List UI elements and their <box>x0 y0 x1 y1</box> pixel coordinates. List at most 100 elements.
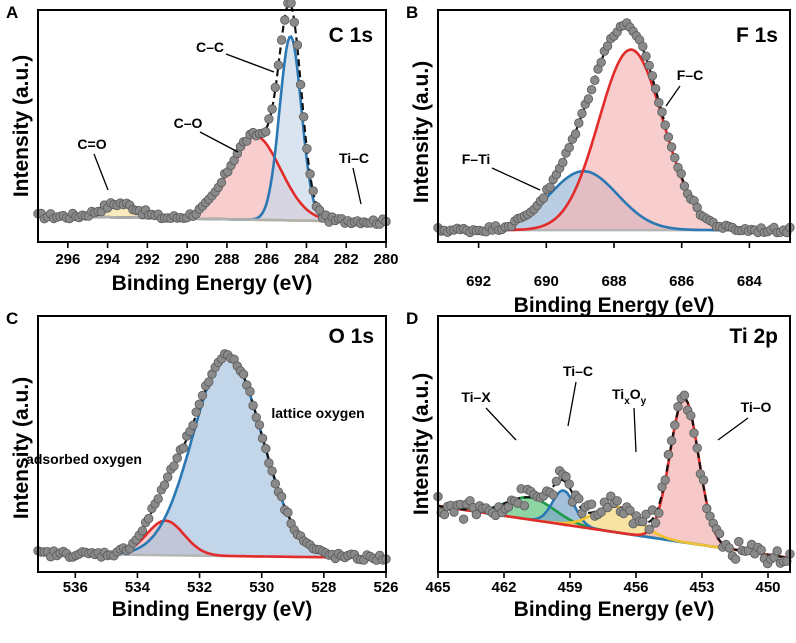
panel-c-y-axis-title: Intensity (a.u.) <box>10 377 33 519</box>
panel-d: D 465 462 459 456 453 450 Ti 2p Binding Energ… <box>406 309 795 621</box>
data-point-b <box>590 75 600 86</box>
annotation-f-c: F–C <box>677 67 703 83</box>
panel-a-x-ticks: 296 294 292 290 288 286 284 282 280 <box>55 242 399 268</box>
panel-c-x-ticks: 536 534 532 530 528 526 <box>63 572 399 596</box>
annotation-ti-x: Ti–X <box>461 389 491 405</box>
tixoy-sub-x: x <box>624 396 630 407</box>
panel-d-x-axis-title: Binding Energy (eV) <box>514 598 715 621</box>
data-point-d <box>612 496 622 506</box>
panel-b-letter: B <box>406 3 418 22</box>
data-point-b <box>647 71 658 81</box>
data-point-c <box>172 453 182 463</box>
data-point-b <box>644 60 654 71</box>
data-point-d <box>654 508 664 518</box>
panel-c-letter: C <box>6 309 18 328</box>
x-tick-label-a: 294 <box>95 251 121 268</box>
data-point-c <box>270 479 281 489</box>
x-tick-label-d: 453 <box>689 579 714 596</box>
data-point-c <box>188 420 198 431</box>
x-tick-label-c: 526 <box>373 579 398 596</box>
data-point-a <box>305 169 315 179</box>
annotation-ti-c-a: Ti–C <box>339 150 369 166</box>
x-tick-label-a: 284 <box>294 251 320 268</box>
peak-fill-c-lattice-oxygen <box>38 355 386 558</box>
data-point-a <box>273 60 284 70</box>
data-point-a <box>295 79 306 90</box>
data-point-d <box>660 475 670 485</box>
data-point-d <box>458 514 469 524</box>
panel-b-y-axis-title: Intensity (a.u.) <box>410 61 433 203</box>
x-tick-label-a: 288 <box>214 251 239 268</box>
panel-d-title: Ti 2p <box>729 325 778 348</box>
data-point-c <box>194 399 205 409</box>
panel-b-x-axis-title: Binding Energy (eV) <box>514 294 715 317</box>
data-point-a <box>308 186 318 196</box>
panel-b-plot-area <box>433 18 795 238</box>
panel-d-y-axis-title: Intensity (a.u.) <box>410 373 433 515</box>
data-point-b <box>570 129 581 139</box>
x-tick-label-a: 296 <box>55 251 80 268</box>
x-tick-label-a: 282 <box>334 251 359 268</box>
data-point-c <box>178 443 189 453</box>
data-point-d <box>670 420 680 430</box>
x-tick-label-a: 292 <box>135 251 160 268</box>
peak-fill-d-ti-x <box>438 497 790 558</box>
x-tick-label-a: 290 <box>175 251 200 268</box>
annotation-tixoy-arrow <box>633 407 637 453</box>
annotation-ti-c-d-arrow <box>567 381 577 427</box>
data-point-d <box>471 509 482 520</box>
tixoy-sub-y: y <box>641 396 647 407</box>
panel-d-frame <box>437 315 791 573</box>
data-point-b <box>574 118 584 128</box>
data-point-c <box>257 433 268 444</box>
annotation-c-o: C–O <box>174 115 203 131</box>
panel-b: B 692 690 688 686 684 F 1s Binding Energy (e… <box>406 3 795 317</box>
data-point-a <box>264 114 274 124</box>
panel-c-plot-area <box>33 349 391 565</box>
data-point-b <box>638 41 648 52</box>
data-point-a <box>270 82 281 93</box>
data-point-b <box>596 57 606 68</box>
data-point-d <box>679 390 690 400</box>
data-point-d <box>730 554 741 564</box>
data-point-c <box>137 526 148 536</box>
data-point-b <box>650 83 661 94</box>
data-point-c <box>159 480 170 490</box>
data-point-a <box>280 15 290 25</box>
data-point-d <box>586 499 597 509</box>
data-point-d <box>689 428 699 438</box>
x-tick-label-c: 532 <box>187 579 212 596</box>
data-point-c <box>204 377 214 387</box>
peak-fill-a-c-o <box>38 135 386 222</box>
x-tick-label-c: 534 <box>125 579 151 596</box>
data-point-b <box>660 120 670 130</box>
data-point-c <box>162 472 173 482</box>
x-tick-label-b: 688 <box>601 273 626 290</box>
tixoy-o: O <box>630 386 641 402</box>
data-point-a <box>261 127 271 137</box>
panel-a: A 296 294 292 290 288 286 284 282 280 C 1s Bindi… <box>6 0 399 295</box>
peak-fill-d-ti-o <box>438 398 790 558</box>
data-point-c <box>248 400 258 411</box>
panel-a-y-axis-title: Intensity (a.u.) <box>10 55 33 197</box>
annotation-f-c-arrow <box>665 85 681 107</box>
data-point-c <box>276 491 287 502</box>
x-tick-label-c: 530 <box>249 579 274 596</box>
data-point-b <box>676 168 686 179</box>
x-tick-label-d: 459 <box>557 579 582 596</box>
annotation-ti-o-arrow <box>717 417 749 441</box>
data-point-d <box>548 490 558 500</box>
x-tick-label-d: 456 <box>623 579 648 596</box>
data-point-b <box>577 108 587 119</box>
annotation-f-ti: F–Ti <box>462 151 491 167</box>
x-tick-label-d: 462 <box>491 579 516 596</box>
panel-c-x-axis-title: Binding Energy (eV) <box>112 598 313 621</box>
data-point-c <box>267 466 277 476</box>
data-point-d <box>650 518 661 528</box>
x-tick-label-b: 692 <box>466 273 491 290</box>
data-point-c <box>245 386 255 397</box>
data-point-c <box>191 407 201 417</box>
data-point-d <box>692 443 702 453</box>
x-tick-label-b: 686 <box>669 273 694 290</box>
data-point-d <box>714 529 725 539</box>
